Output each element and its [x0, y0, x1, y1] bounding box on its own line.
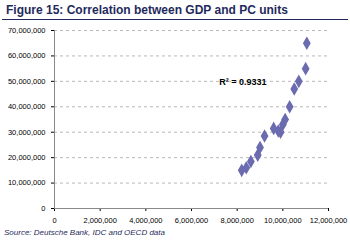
svg-text:70,000,000: 70,000,000 [8, 26, 46, 35]
svg-text:6,000,000: 6,000,000 [175, 216, 208, 225]
svg-text:60,000,000: 60,000,000 [8, 51, 46, 60]
svg-text:R² = 0.9331: R² = 0.9331 [219, 77, 266, 87]
html-text:Source: Deutsche Bank, IDC and: Source: Deutsche Bank, IDC and OECD data [4, 228, 165, 237]
svg-text:10,000,000: 10,000,000 [264, 216, 302, 225]
svg-text:10,000,000: 10,000,000 [8, 178, 46, 187]
svg-text:30,000,000: 30,000,000 [8, 128, 46, 137]
html-text:Figure 15: Correlation between: Figure 15: Correlation between GDP and P… [6, 3, 288, 17]
svg-text:2,000,000: 2,000,000 [83, 216, 116, 225]
svg-text:12,000,000: 12,000,000 [310, 216, 348, 225]
svg-text:4,000,000: 4,000,000 [129, 216, 162, 225]
svg-text:20,000,000: 20,000,000 [8, 153, 46, 162]
svg-text:0: 0 [52, 216, 56, 225]
svg-text:8,000,000: 8,000,000 [220, 216, 253, 225]
svg-text:0: 0 [41, 204, 45, 213]
svg-text:50,000,000: 50,000,000 [8, 77, 46, 86]
svg-text:40,000,000: 40,000,000 [8, 102, 46, 111]
